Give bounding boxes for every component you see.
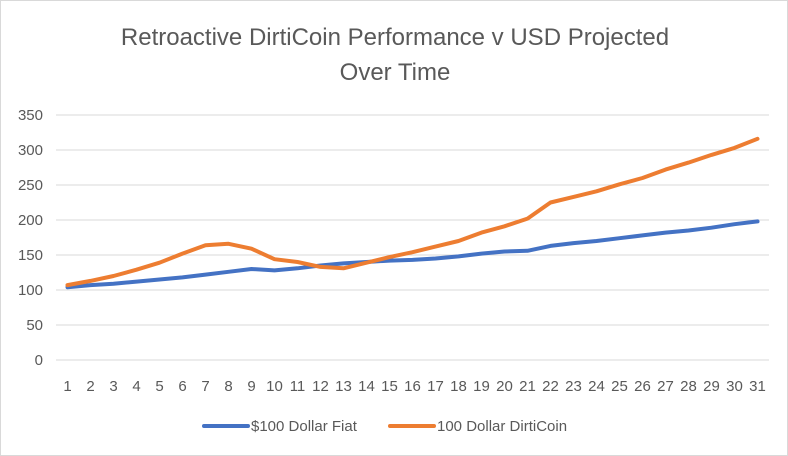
x-tick-label: 14 — [358, 378, 375, 395]
x-tick-label: 15 — [381, 378, 398, 395]
x-tick-label: 18 — [450, 378, 467, 395]
x-tick-label: 19 — [473, 378, 490, 395]
y-tick-label: 200 — [18, 212, 43, 229]
chart-title-line-1: Retroactive DirtiCoin Performance v USD … — [121, 24, 669, 51]
x-tick-label: 26 — [634, 378, 651, 395]
series-line-2 — [65, 136, 760, 288]
x-tick-label: 11 — [290, 378, 306, 395]
x-tick-label: 10 — [266, 378, 283, 395]
x-tick-label: 3 — [109, 378, 117, 395]
x-tick-label: 20 — [496, 378, 513, 395]
series-lines — [65, 136, 760, 290]
x-tick-label: 28 — [680, 378, 697, 395]
x-tick-label: 22 — [542, 378, 559, 395]
y-tick-label: 150 — [18, 247, 43, 264]
legend-label: $100 Dollar Fiat — [251, 418, 358, 435]
chart-title-line-2: Over Time — [340, 59, 451, 86]
x-tick-label: 16 — [404, 378, 421, 395]
x-tick-label: 23 — [565, 378, 582, 395]
x-tick-label: 12 — [312, 378, 329, 395]
gridlines — [56, 114, 769, 361]
y-tick-label: 300 — [18, 142, 43, 159]
x-tick-label: 21 — [519, 378, 536, 395]
x-tick-label: 13 — [335, 378, 352, 395]
y-axis-ticks: 0 50 100 150 200 250 300 350 — [18, 107, 43, 369]
y-tick-label: 50 — [26, 317, 43, 334]
legend-label: 100 Dollar DirtiCoin — [437, 418, 567, 435]
x-tick-label: 9 — [247, 378, 255, 395]
x-tick-label: 1 — [63, 378, 71, 395]
x-tick-label: 25 — [611, 378, 628, 395]
x-tick-label: 2 — [86, 378, 94, 395]
x-tick-label: 4 — [132, 378, 140, 395]
x-tick-label: 5 — [155, 378, 163, 395]
x-tick-label: 31 — [749, 378, 766, 395]
x-tick-label: 24 — [588, 378, 605, 395]
y-tick-label: 0 — [35, 352, 43, 369]
x-tick-label: 6 — [178, 378, 186, 395]
x-tick-label: 7 — [201, 378, 209, 395]
legend: $100 Dollar Fiat 100 Dollar DirtiCoin — [202, 418, 567, 435]
x-axis-ticks: 1 2 3 4 5 6 7 8 9 10 11 12 13 14 15 16 17 18 19 20 21 22 23 24 2… — [63, 378, 766, 395]
series-line-1 — [65, 219, 760, 290]
x-tick-label: 17 — [427, 378, 444, 395]
x-tick-label: 8 — [224, 378, 232, 395]
x-tick-label: 27 — [657, 378, 674, 395]
x-tick-label: 29 — [703, 378, 720, 395]
y-tick-label: 250 — [18, 177, 43, 194]
x-tick-label: 30 — [726, 378, 743, 395]
y-tick-label: 100 — [18, 282, 43, 299]
y-tick-label: 350 — [18, 107, 43, 124]
